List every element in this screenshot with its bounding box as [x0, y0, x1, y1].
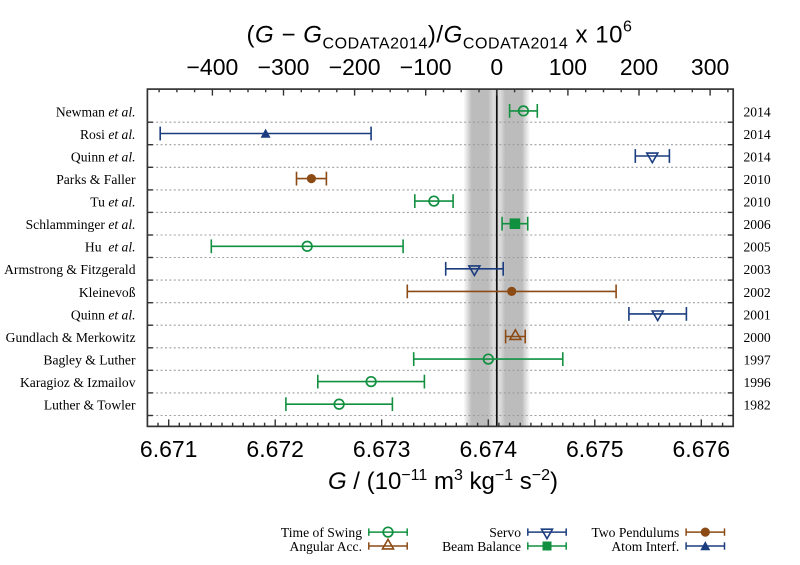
svg-text:200: 200: [620, 54, 658, 80]
svg-text:Rosi et al.: Rosi et al.: [80, 127, 136, 142]
svg-text:2010: 2010: [744, 195, 771, 210]
svg-text:1996: 1996: [744, 375, 771, 390]
svg-text:6.674: 6.674: [460, 436, 518, 462]
svg-text:G / (10−11 m3 kg−1 s−2): G / (10−11 m3 kg−1 s−2): [328, 467, 558, 495]
svg-text:Kleinevoß: Kleinevoß: [79, 285, 136, 300]
svg-text:Tu et al.: Tu et al.: [90, 195, 135, 210]
svg-text:1997: 1997: [744, 353, 771, 368]
svg-text:Hu et al.: Hu et al.: [85, 240, 136, 255]
svg-text:6.676: 6.676: [673, 436, 731, 462]
svg-text:2000: 2000: [744, 330, 771, 345]
svg-text:Atom Interf.: Atom Interf.: [611, 539, 679, 554]
svg-text:Beam Balance: Beam Balance: [442, 539, 521, 554]
svg-text:2014: 2014: [744, 127, 771, 142]
svg-text:Servo: Servo: [489, 525, 521, 540]
svg-text:300: 300: [691, 54, 729, 80]
svg-text:Quinn et al.: Quinn et al.: [71, 149, 136, 164]
svg-text:6.672: 6.672: [246, 436, 304, 462]
svg-text:Karagioz & Izmailov: Karagioz & Izmailov: [20, 375, 136, 390]
svg-text:2002: 2002: [744, 285, 771, 300]
svg-text:Two Pendulums: Two Pendulums: [592, 525, 680, 540]
svg-text:Newman et al.: Newman et al.: [56, 104, 136, 119]
svg-text:6.673: 6.673: [353, 436, 411, 462]
svg-text:2001: 2001: [744, 307, 771, 322]
svg-text:2014: 2014: [744, 104, 771, 119]
svg-text:Angular Acc.: Angular Acc.: [290, 539, 362, 554]
svg-text:100: 100: [549, 54, 587, 80]
svg-text:−200: −200: [329, 54, 381, 80]
svg-text:2006: 2006: [744, 217, 771, 232]
svg-text:Parks & Faller: Parks & Faller: [56, 172, 136, 187]
svg-text:0: 0: [490, 54, 503, 80]
svg-text:Schlamminger et al.: Schlamminger et al.: [26, 217, 136, 232]
svg-text:Time of Swing: Time of Swing: [281, 525, 362, 540]
svg-text:6.675: 6.675: [566, 436, 624, 462]
svg-text:Bagley & Luther: Bagley & Luther: [43, 353, 136, 368]
svg-text:−100: −100: [400, 54, 452, 80]
svg-text:2010: 2010: [744, 172, 771, 187]
svg-text:−400: −400: [186, 54, 238, 80]
svg-text:Luther & Towler: Luther & Towler: [44, 398, 136, 413]
svg-text:2014: 2014: [744, 149, 771, 164]
svg-text:2003: 2003: [744, 262, 771, 277]
svg-text:6.671: 6.671: [140, 436, 198, 462]
svg-text:2005: 2005: [744, 240, 771, 255]
svg-text:Armstrong & Fitzgerald: Armstrong & Fitzgerald: [4, 262, 136, 277]
svg-text:(G − GCODATA2014)/GCODATA2014: (G − GCODATA2014)/GCODATA2014 x 106: [247, 19, 633, 53]
svg-text:1982: 1982: [744, 398, 771, 413]
svg-text:Gundlach & Merkowitz: Gundlach & Merkowitz: [6, 330, 136, 345]
svg-text:Quinn et al.: Quinn et al.: [71, 307, 136, 322]
svg-text:−300: −300: [258, 54, 310, 80]
